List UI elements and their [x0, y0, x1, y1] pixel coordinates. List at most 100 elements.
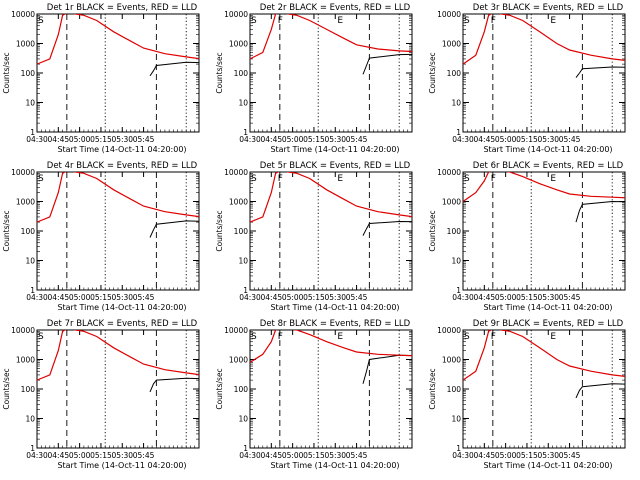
panel-title: Det 9r BLACK = Events, RED = LLD [473, 319, 624, 329]
x-tick-label: 05:45 [133, 293, 155, 302]
events-series-line [575, 383, 625, 399]
x-tick-label: 05:30 [537, 293, 559, 302]
x-tick-label: 04:45 [261, 451, 283, 460]
x-axis-title: Start Time (14-Oct-11 04:20:00) [483, 145, 612, 154]
y-tick-label: 10000 [11, 168, 35, 177]
y-tick-label: 1 [456, 444, 461, 453]
x-tick-label: 04:30 [452, 451, 474, 460]
detector-panel-2: Det 2r BLACK = Events, RED = LLD11010010… [215, 3, 556, 154]
y-axis-title: Counts/sec [2, 52, 11, 93]
x-tick-label: 04:30 [26, 451, 48, 460]
y-tick-label: 10 [238, 99, 248, 108]
x-tick-label: 05:00 [282, 135, 304, 144]
x-tick-label: 04:30 [26, 135, 48, 144]
y-tick-label: 1 [243, 444, 248, 453]
flag-letter-s: S [251, 174, 257, 184]
flag-letter-e: E [337, 16, 343, 26]
flag-letter-s: S [464, 174, 470, 184]
x-axis-title: Start Time (14-Oct-11 04:20:00) [483, 461, 612, 470]
x-axis-title: Start Time (14-Oct-11 04:20:00) [57, 303, 186, 312]
y-axis-title: Counts/sec [215, 210, 224, 251]
lld-series-line [463, 14, 625, 65]
y-tick-label: 1000 [229, 198, 248, 207]
y-tick-label: 10 [25, 99, 35, 108]
x-tick-label: 04:45 [48, 293, 70, 302]
flag-letter-e: E [550, 16, 556, 26]
detector-panel-1: Det 1r BLACK = Events, RED = LLD11010010… [2, 3, 343, 154]
event-markers [492, 330, 613, 448]
y-tick-label: 1000 [16, 40, 35, 49]
panel-title: Det 4r BLACK = Events, RED = LLD [47, 161, 198, 171]
x-tick-label: 05:45 [559, 451, 581, 460]
y-axis-title: Counts/sec [428, 52, 437, 93]
x-tick-label: 05:00 [69, 135, 91, 144]
y-tick-label: 10000 [224, 168, 248, 177]
flag-letter-e: E [550, 174, 556, 184]
y-tick-label: 1000 [442, 40, 461, 49]
detector-panel-7: Det 7r BLACK = Events, RED = LLD 1 10 100 10… [2, 319, 343, 470]
y-tick-label: 100 [234, 227, 249, 236]
series-group [463, 172, 625, 223]
y-tick-label: 10000 [11, 326, 35, 335]
panel-title: Det 7r BLACK = Events, RED = LLD [47, 319, 198, 329]
lld-series-line [37, 14, 199, 65]
flag-letter-e: E [337, 332, 343, 342]
y-tick-label: 10000 [437, 326, 461, 335]
flag-letter-s: S [38, 174, 44, 184]
x-tick-label: 05:15 [516, 135, 538, 144]
x-tick-label: 05:00 [282, 451, 304, 460]
y-tick-label: 100 [447, 385, 462, 394]
y-tick-label: 10 [451, 415, 461, 424]
x-tick-label: 05:30 [324, 293, 346, 302]
detector-panel-4: Det 4r BLACK = Events, RED = LLD11010010… [2, 161, 343, 312]
x-tick-label: 05:45 [559, 135, 581, 144]
detector-panel-5: Det 5r BLACK = Events, RED = LLD11010010… [215, 161, 556, 312]
y-axis-title: Counts/sec [428, 368, 437, 409]
plot-frame [462, 13, 626, 133]
x-axis-title: Start Time (14-Oct-11 04:20:00) [270, 303, 399, 312]
x-tick-label: 05:15 [303, 451, 325, 460]
events-series-line [149, 377, 199, 393]
x-tick-label: 04:45 [261, 293, 283, 302]
panel-title: Det 5r BLACK = Events, RED = LLD [260, 161, 411, 171]
flag-letter-f: F [491, 16, 496, 26]
panel-title: Det 1r BLACK = Events, RED = LLD [47, 3, 198, 13]
lld-series-line [250, 330, 412, 363]
y-tick-label: 10000 [224, 326, 248, 335]
plot-frame [462, 171, 626, 291]
detector-panel-3: Det 3r BLACK = Events, RED = LLD 1 10 100 10… [428, 3, 626, 154]
x-tick-label: 04:45 [48, 451, 70, 460]
y-axis-title: Counts/sec [2, 368, 11, 409]
lld-series-line [250, 172, 412, 223]
y-axis-title: Counts/sec [215, 368, 224, 409]
y-tick-label: 10000 [437, 10, 461, 19]
y-tick-label: 10 [451, 99, 461, 108]
series-group [463, 14, 625, 78]
y-tick-label: 100 [234, 385, 249, 394]
flag-letter-f: F [491, 332, 496, 342]
series-group [37, 330, 199, 393]
y-tick-label: 1 [30, 286, 35, 295]
flag-letter-s: S [464, 16, 470, 26]
x-tick-label: 05:15 [303, 135, 325, 144]
y-tick-label: 1000 [442, 198, 461, 207]
plot-frame [462, 329, 626, 449]
flag-letter-f: F [278, 332, 283, 342]
y-tick-label: 1 [456, 286, 461, 295]
event-markers [66, 330, 187, 448]
x-tick-label: 04:45 [474, 451, 496, 460]
x-axis-title: Start Time (14-Oct-11 04:20:00) [57, 461, 186, 470]
lld-series-line [250, 14, 412, 60]
panel-title: Det 2r BLACK = Events, RED = LLD [260, 3, 411, 13]
flag-letter-s: S [251, 16, 257, 26]
events-series-line [362, 220, 412, 236]
lld-series-line [37, 172, 199, 223]
x-tick-label: 04:45 [474, 293, 496, 302]
panel-title: Det 8r BLACK = Events, RED = LLD [260, 319, 411, 329]
x-axis-title: Start Time (14-Oct-11 04:20:00) [270, 145, 399, 154]
x-tick-label: 05:15 [303, 293, 325, 302]
x-tick-label: 04:30 [239, 135, 261, 144]
x-tick-label: 04:45 [48, 135, 70, 144]
y-tick-label: 10 [25, 415, 35, 424]
x-tick-label: 05:15 [90, 451, 112, 460]
